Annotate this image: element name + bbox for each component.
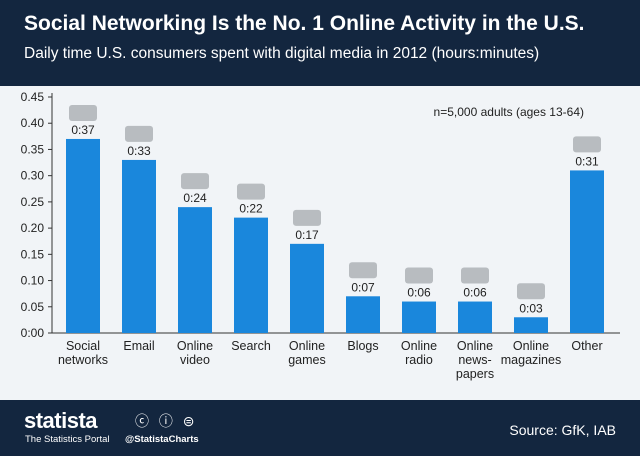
tagline: The Statistics Portal <box>25 434 110 445</box>
y-tick-label: 0.15 <box>21 247 45 261</box>
bar <box>514 317 548 333</box>
y-tick-label: 0.40 <box>21 116 45 130</box>
category-label: radio <box>405 353 433 367</box>
bar <box>290 243 324 333</box>
chart-subtitle: Daily time U.S. consumers spent with dig… <box>24 45 540 62</box>
category-label: Social <box>66 339 100 353</box>
data-label: 0:03 <box>519 301 543 315</box>
magnifier-icon <box>237 183 265 200</box>
y-tick-label: 0.45 <box>21 90 45 104</box>
music-note-icon <box>405 267 433 284</box>
newspaper-icon <box>461 267 489 284</box>
people-icon <box>69 104 97 121</box>
plot-area: 0:00 0.05 0.10 0.15 0.20 0.25 0.30 0.35 0.40 0.45… <box>0 86 640 400</box>
y-tick-label: 0.35 <box>21 142 45 156</box>
category-label: Other <box>571 339 602 353</box>
chart-title: Social Networking Is the No. 1 Online Ac… <box>24 12 585 35</box>
data-label: 0:37 <box>71 123 95 137</box>
data-label: 0:06 <box>463 286 487 300</box>
bar <box>234 217 268 333</box>
gamepad-icon <box>293 209 321 226</box>
y-tick-label: 0.30 <box>21 169 45 183</box>
y-tick-label: 0.20 <box>21 221 45 235</box>
annotation: n=5,000 adults (ages 13-64) <box>434 105 584 119</box>
category-label: Search <box>231 339 271 353</box>
source: Source: GfK, IAB <box>509 422 616 438</box>
bar <box>122 159 156 333</box>
category-label: video <box>180 353 210 367</box>
category-label: Blogs <box>347 339 378 353</box>
monitor-icon <box>573 136 601 153</box>
category-label: magazines <box>501 353 561 367</box>
data-label: 0:33 <box>127 144 151 158</box>
envelope-icon <box>125 125 153 142</box>
clapperboard-icon <box>181 173 209 190</box>
pencil-icon <box>349 262 377 279</box>
bar <box>458 301 492 333</box>
y-tick-label: 0.05 <box>21 300 45 314</box>
y-tick-label: 0.10 <box>21 274 45 288</box>
twitter-handle[interactable]: @StatistaCharts <box>125 434 199 445</box>
category-label: news- <box>458 353 491 367</box>
footer: statista ⓒ ⓘ ⊜ The Statistics Portal @St… <box>0 400 640 456</box>
bar <box>66 138 100 333</box>
data-label: 0:31 <box>575 154 599 168</box>
category-label: networks <box>58 353 108 367</box>
category-label: Online <box>401 339 437 353</box>
data-label: 0:24 <box>183 191 207 205</box>
creative-commons-icons: ⓒ ⓘ ⊜ <box>135 413 198 429</box>
category-label: games <box>288 353 326 367</box>
category-label: Online <box>289 339 325 353</box>
bar <box>402 301 436 333</box>
category-label: Email <box>123 339 154 353</box>
category-label: Online <box>177 339 213 353</box>
bar <box>178 207 212 333</box>
bar <box>570 170 604 333</box>
data-label: 0:07 <box>351 280 375 294</box>
statista-logo[interactable]: statista <box>24 408 98 433</box>
data-label: 0:17 <box>295 228 319 242</box>
category-label: Online <box>457 339 493 353</box>
category-label: papers <box>456 367 494 381</box>
header: Social Networking Is the No. 1 Online Ac… <box>0 0 640 86</box>
y-tick-label: 0.25 <box>21 195 45 209</box>
category-label: Online <box>513 339 549 353</box>
data-label: 0:06 <box>407 286 431 300</box>
y-tick-label: 0:00 <box>21 326 45 340</box>
bar-chart: 0:00 0.05 0.10 0.15 0.20 0.25 0.30 0.35 0.40 0.45… <box>21 90 620 381</box>
bar <box>346 296 380 333</box>
magazine-icon <box>517 283 545 300</box>
data-label: 0:22 <box>239 202 263 216</box>
